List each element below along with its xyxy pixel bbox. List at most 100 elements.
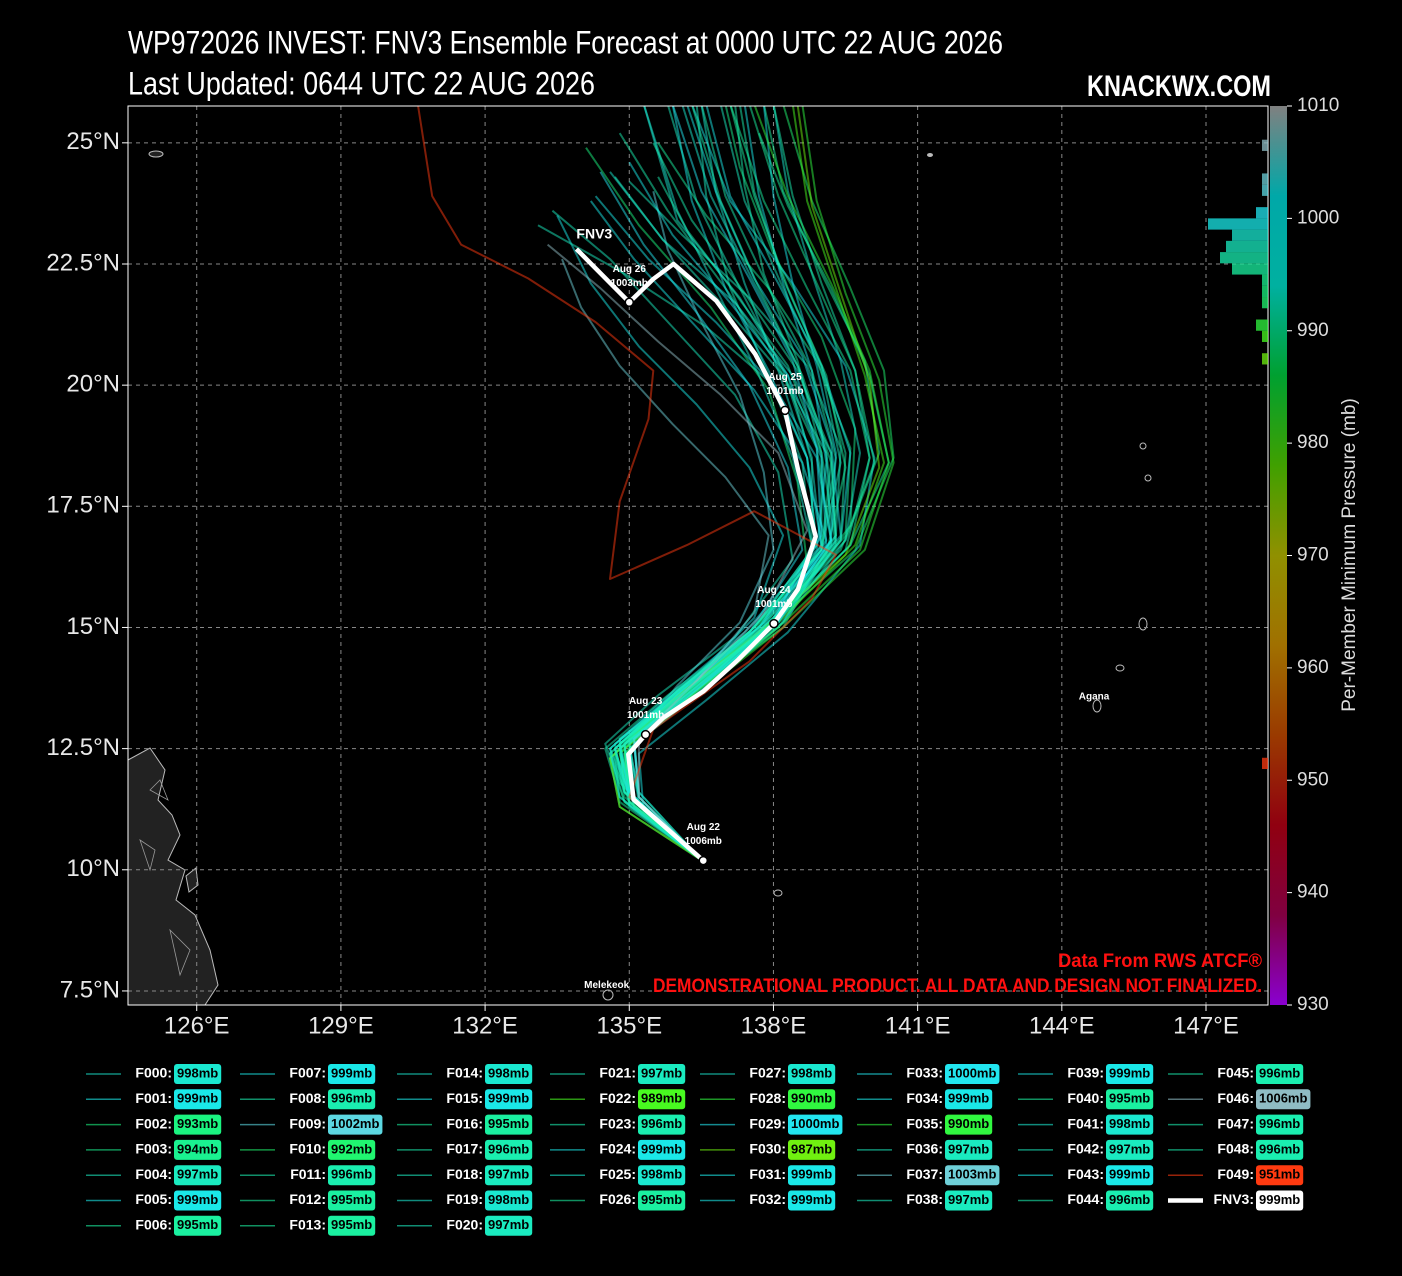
overlay: FNV3 Aug 22 1006mb Aug 23 1001mb Aug 24 1001mb… xyxy=(574,226,1110,991)
annotation: Data From RWS ATCF® xyxy=(1058,951,1262,972)
x-tick-label: 126°E xyxy=(164,1012,230,1039)
legend-name: F034: xyxy=(906,1090,943,1106)
histogram-bar xyxy=(1262,285,1268,298)
legend-pressure-box xyxy=(1256,1064,1304,1084)
legend-pressure: 999mb xyxy=(177,1091,218,1106)
land xyxy=(128,150,1152,1005)
legend-pressure-box xyxy=(788,1064,836,1084)
legend-name: F029: xyxy=(749,1115,786,1131)
legend-name: F001: xyxy=(135,1090,172,1106)
legend-pressure-box xyxy=(638,1064,686,1084)
legend-pressure: 999mb xyxy=(641,1141,682,1156)
legend-name: F045: xyxy=(1217,1065,1254,1081)
legend-pressure-box xyxy=(174,1190,222,1211)
member-track xyxy=(613,106,871,861)
marker-pressure: 1001mb xyxy=(766,386,803,397)
legend-name: F017: xyxy=(446,1141,483,1157)
x-tick-label: 147°E xyxy=(1173,1012,1239,1039)
legend-pressure: 993mb xyxy=(177,1116,218,1131)
forecast-marker xyxy=(698,855,709,866)
legend-name: F041: xyxy=(1067,1115,1104,1131)
legend-pressure: 1003mb xyxy=(948,1167,996,1182)
legend-name: F007: xyxy=(289,1065,326,1081)
legend-pressure: 1002mb xyxy=(331,1116,379,1131)
legend-pressure-box xyxy=(1106,1165,1154,1186)
x-tick-label: 129°E xyxy=(308,1012,374,1039)
member-track xyxy=(637,106,876,861)
legend-pressure: 995mb xyxy=(1109,1091,1150,1106)
legend-pressure: 987mb xyxy=(791,1141,832,1156)
legend-name: F027: xyxy=(749,1065,786,1081)
legend-pressure: 997mb xyxy=(1109,1141,1150,1156)
island xyxy=(185,867,199,893)
x-tick-label: 141°E xyxy=(885,1012,951,1039)
island xyxy=(1138,617,1148,631)
legend-name: F021: xyxy=(599,1065,636,1081)
member-track xyxy=(417,106,837,861)
colorbar-tick-label: 980 xyxy=(1297,432,1329,453)
legend-pressure-box xyxy=(638,1165,686,1186)
legend-name: F047: xyxy=(1217,1115,1254,1131)
member-track xyxy=(546,243,809,861)
histogram-bar xyxy=(1262,184,1268,196)
colorbar-tick-label: 990 xyxy=(1297,320,1329,341)
track-label: FNV3 xyxy=(576,226,612,242)
legend-name: F005: xyxy=(135,1191,172,1207)
legend-pressure: 999mb xyxy=(1109,1167,1150,1182)
legend-name: F032: xyxy=(749,1191,786,1207)
member-track xyxy=(618,106,847,861)
legend-pressure-box xyxy=(328,1165,376,1186)
legend-pressure-box xyxy=(638,1114,686,1135)
legend-pressure: 996mb xyxy=(488,1141,529,1156)
legend-pressure: 995mb xyxy=(177,1217,218,1232)
y-tick-label: 22.5°N xyxy=(46,249,120,276)
legend: F000: 998mb F001: 999mb F002: 993mb F003: 994mb… xyxy=(86,1064,1311,1236)
histogram-bar xyxy=(1220,252,1268,264)
plot-frame xyxy=(127,105,1269,1006)
legend-pressure: 1000mb xyxy=(791,1116,839,1131)
marker-date: Aug 22 xyxy=(687,822,721,833)
x-tick-label: 138°E xyxy=(741,1012,807,1039)
legend-pressure-box xyxy=(1106,1190,1154,1211)
legend-pressure-box xyxy=(485,1089,533,1110)
legend-pressure-box xyxy=(945,1114,993,1135)
forecast-marker xyxy=(780,405,790,416)
marker-date: Aug 26 xyxy=(613,264,647,275)
marker-date: Aug 25 xyxy=(768,372,802,383)
legend-pressure-box xyxy=(1106,1064,1154,1084)
legend-pressure-box xyxy=(1106,1139,1154,1160)
legend-pressure-box xyxy=(328,1139,376,1160)
legend-name: F000: xyxy=(135,1065,172,1081)
legend-name: F009: xyxy=(289,1115,326,1131)
legend-name: F016: xyxy=(446,1115,483,1131)
legend-pressure: 998mb xyxy=(488,1192,529,1207)
member-track xyxy=(594,195,833,861)
legend-pressure-box xyxy=(945,1089,993,1110)
legend-pressure: 995mb xyxy=(641,1192,682,1207)
legend-pressure: 999mb xyxy=(948,1091,989,1106)
histogram-bar xyxy=(1262,757,1268,770)
legend-pressure-box xyxy=(1256,1190,1304,1211)
island xyxy=(773,889,783,897)
legend-pressure-box xyxy=(945,1190,993,1211)
legend-pressure: 999mb xyxy=(488,1091,529,1106)
legend-pressure: 996mb xyxy=(641,1116,682,1131)
histogram-bar xyxy=(1208,218,1268,230)
colorbar-tick-label: 970 xyxy=(1297,545,1329,566)
place-label: Melekeok xyxy=(584,980,629,991)
legend-pressure: 997mb xyxy=(641,1065,682,1080)
legend-pressure-box xyxy=(788,1165,836,1186)
colorbar-tick-label: 950 xyxy=(1297,769,1329,790)
legend-pressure-box xyxy=(174,1114,222,1135)
legend-pressure: 990mb xyxy=(791,1091,832,1106)
legend-pressure: 997mb xyxy=(488,1167,529,1182)
legend-pressure: 999mb xyxy=(331,1065,372,1080)
legend-pressure: 999mb xyxy=(1109,1065,1150,1080)
legend-name: F031: xyxy=(749,1166,786,1182)
histogram-bar xyxy=(1226,240,1268,253)
legend-pressure-box xyxy=(638,1089,686,1110)
forecast-marker xyxy=(640,729,651,740)
colorbar-label: Per-Member Minimum Pressure (mb) xyxy=(1339,398,1360,712)
legend-name: F049: xyxy=(1217,1166,1254,1182)
marker-pressure: 1003mb xyxy=(611,278,648,289)
